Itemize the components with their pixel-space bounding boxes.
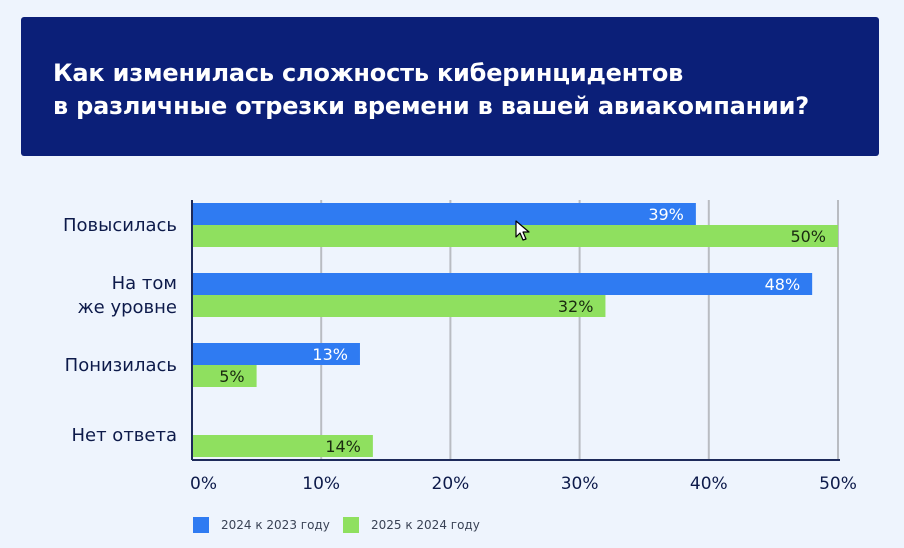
legend-label-series-1: 2024 к 2023 году [221, 518, 330, 532]
category-label-3: Понизилась [65, 355, 177, 376]
category-label-4: Нет ответа [71, 425, 177, 446]
bar-2-2 [192, 295, 606, 317]
chart-title-line-2: в различные отрезки времени в вашей авиа… [53, 92, 809, 120]
data-label-2-2: 32% [558, 297, 594, 316]
mouse-pointer-icon [515, 220, 530, 241]
title-banner: Как изменилась сложность киберинцидентов… [21, 17, 879, 156]
x-tick-label-5: 50% [819, 474, 857, 494]
bar-1-1 [192, 203, 696, 225]
legend-item-series-1: 2024 к 2023 году [193, 517, 330, 533]
category-label-2-line-1: На том [112, 273, 177, 294]
bar-2-3 [192, 365, 257, 387]
data-label-2-1: 50% [790, 227, 826, 246]
legend-item-series-2: 2025 к 2024 году [343, 517, 480, 533]
legend-swatch-series-1 [193, 517, 209, 533]
x-tick-label-3: 30% [561, 474, 599, 494]
category-label-1: Повысилась [63, 215, 177, 236]
data-label-2-4: 14% [325, 437, 361, 456]
bar-1-2 [192, 273, 813, 295]
bar-1-3 [192, 343, 360, 365]
chart-title-line-1: Как изменилась сложность киберинцидентов [53, 59, 684, 87]
data-label-1-3: 13% [312, 345, 348, 364]
data-label-1-2: 48% [765, 275, 801, 294]
x-tick-label-4: 40% [690, 474, 728, 494]
legend-label-series-2: 2025 к 2024 году [371, 518, 480, 532]
legend-swatch-series-2 [343, 517, 359, 533]
x-tick-label-2: 20% [432, 474, 470, 494]
x-tick-label-0: 0% [190, 474, 217, 494]
bar-2-4 [192, 435, 373, 457]
data-label-1-1: 39% [648, 205, 684, 224]
bar-2-1 [192, 225, 838, 247]
x-tick-label-1: 10% [302, 474, 340, 494]
data-label-2-3: 5% [219, 367, 244, 386]
category-label-2-line-2: же уровне [77, 297, 177, 318]
